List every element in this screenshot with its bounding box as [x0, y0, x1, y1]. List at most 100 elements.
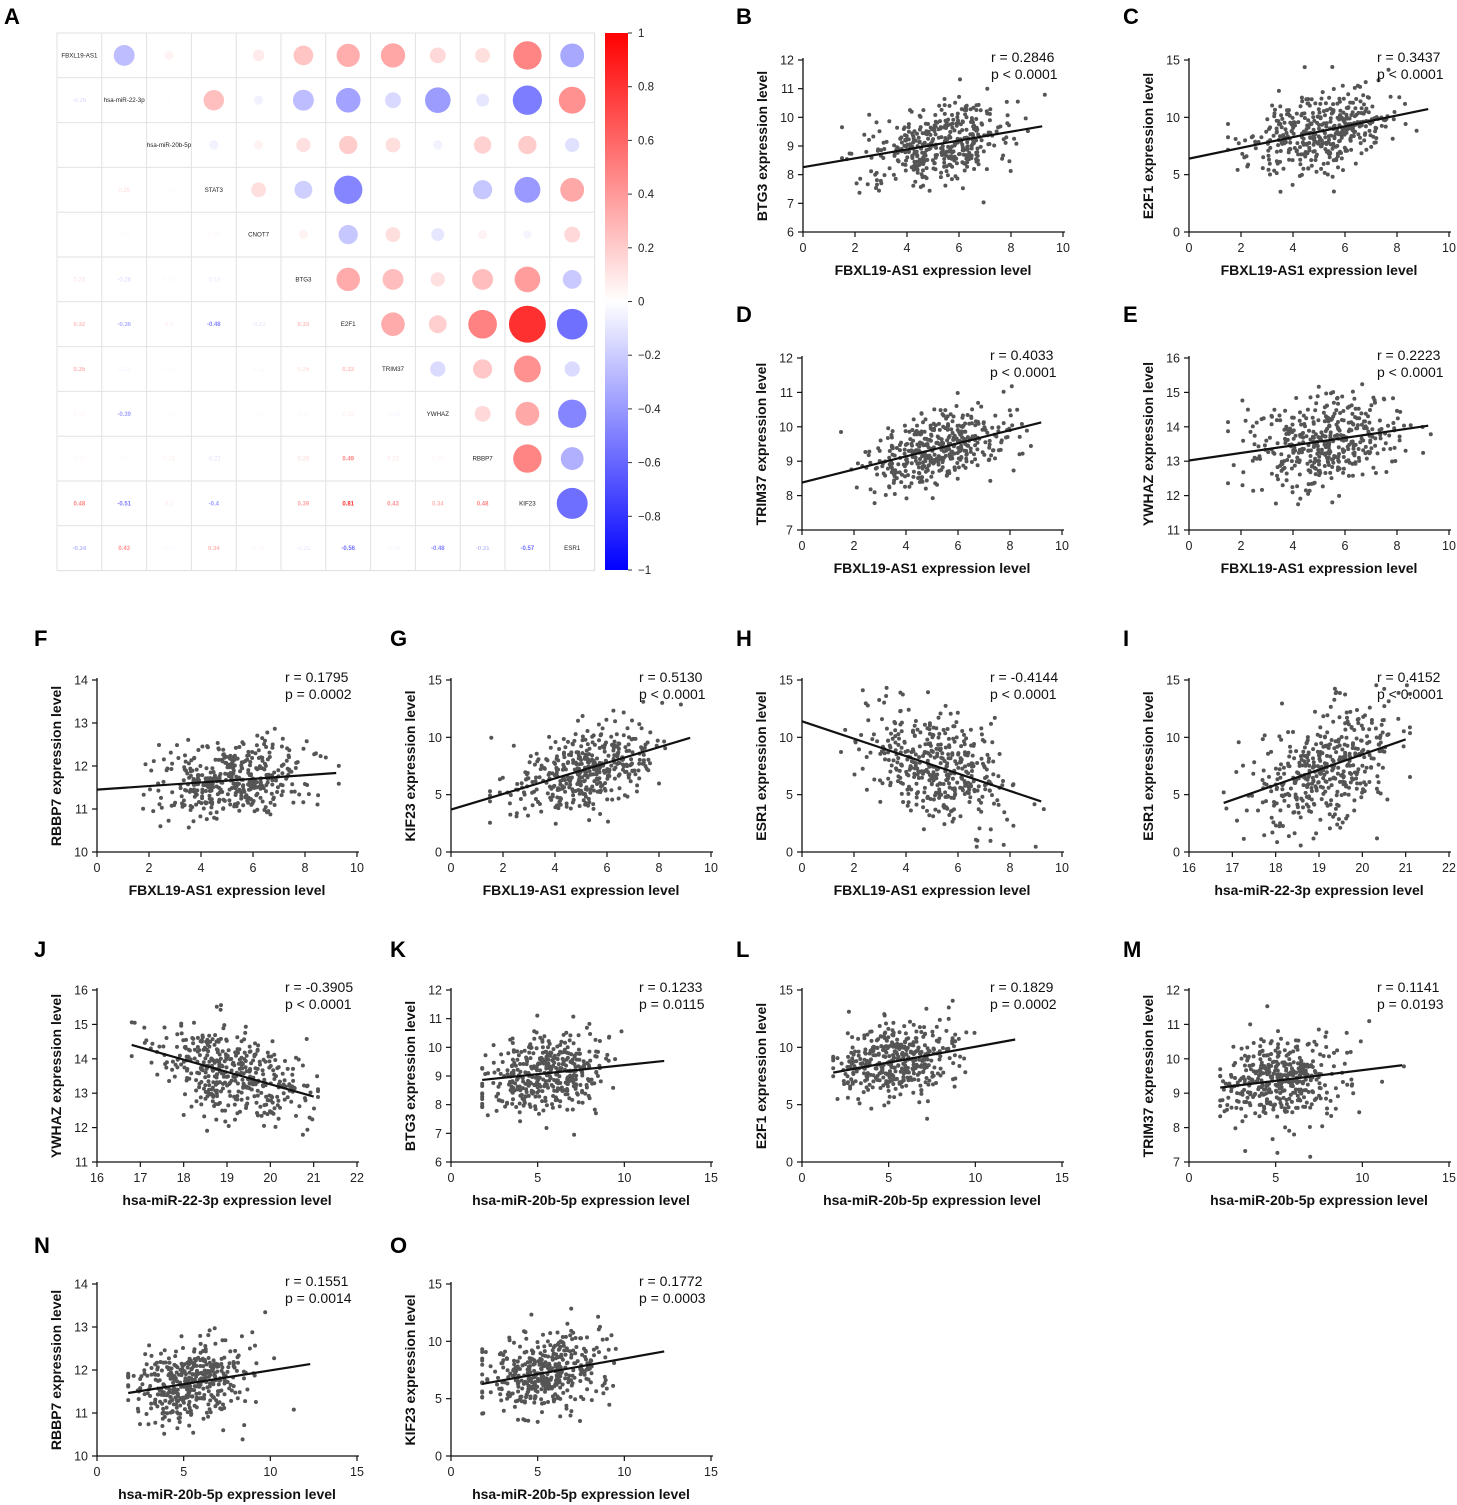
x-axis-title: hsa-miR-22-3p expression level: [122, 1192, 331, 1208]
scatter-point: [937, 791, 941, 796]
scatter-point: [275, 1066, 280, 1071]
scatter-point: [217, 1080, 222, 1085]
scatter-point: [860, 766, 865, 771]
scatter-point: [254, 743, 259, 748]
scatter-point: [594, 772, 599, 777]
scatter-point: [937, 468, 942, 473]
scatter-point: [1266, 153, 1271, 158]
scatter-point: [272, 803, 277, 807]
corr-circle: [518, 135, 537, 155]
scatter-point: [874, 1066, 879, 1071]
scatter-point: [141, 806, 146, 811]
scatter-point: [1372, 140, 1377, 145]
scatter-point: [210, 1099, 215, 1104]
scatter-point: [1275, 465, 1280, 470]
scatter-point: [1259, 135, 1264, 140]
scatter-point: [1286, 108, 1291, 113]
scatter-point: [194, 1078, 199, 1083]
scatter-point: [611, 708, 616, 713]
y-tick-label: 6: [435, 1156, 442, 1170]
scatter-point: [264, 783, 269, 788]
scatter-point: [585, 760, 590, 765]
scatter-point: [1350, 461, 1355, 466]
scatter-point: [974, 117, 979, 121]
scatter-point: [1306, 758, 1311, 763]
scatter-point: [500, 1060, 505, 1064]
scatter-point: [598, 812, 603, 816]
scatter-point: [1353, 406, 1358, 411]
y-axis-title: ESR1 expression level: [1140, 691, 1156, 840]
scatter-point: [1278, 149, 1283, 153]
scatter-point: [937, 731, 942, 736]
scatter-point: [515, 1086, 520, 1091]
x-axis-title: hsa-miR-20b-5p expression level: [472, 1192, 690, 1208]
scatter-point: [958, 814, 963, 819]
scatter-point: [939, 755, 944, 760]
scatter-point: [949, 177, 954, 182]
scatter-point: [496, 1067, 501, 1072]
scatter-point: [935, 1071, 940, 1076]
y-axis-title: BTG3 expression level: [754, 71, 770, 221]
scatter-point: [1288, 120, 1293, 125]
scatter-point: [881, 140, 886, 145]
scatter-point: [1328, 470, 1333, 475]
scatter-point: [1270, 830, 1275, 835]
corr-circle: [472, 359, 493, 379]
y-tick-label: 16: [74, 984, 88, 998]
scatter-point: [972, 452, 976, 457]
corr-value-label: 0.34: [432, 501, 444, 507]
scatter-point: [933, 807, 938, 812]
scatter-point: [919, 1088, 924, 1093]
scatter-point: [928, 423, 933, 428]
corr-value-label: 0: [212, 412, 216, 418]
scatter-point: [1244, 808, 1249, 813]
scatter-point: [1382, 686, 1387, 691]
scatter-point: [864, 1074, 869, 1079]
scatter-point: [950, 419, 955, 424]
scatter-point: [522, 806, 527, 811]
scatter-point: [547, 1078, 552, 1083]
scatter-point: [287, 748, 292, 753]
scatter-point: [1290, 158, 1295, 163]
y-axis-title: KIF23 expression level: [402, 691, 418, 842]
scatter-point: [1299, 113, 1304, 118]
scatter-point: [1292, 120, 1297, 125]
y-tick-label: 9: [787, 140, 794, 154]
scatter-point: [254, 793, 259, 798]
scatter-point: [1330, 768, 1335, 773]
scatter-point: [235, 1081, 240, 1086]
scatter-point: [1308, 459, 1313, 464]
scatter-point: [1278, 134, 1282, 139]
scatter-point: [1375, 836, 1379, 841]
scatter-point: [480, 1066, 485, 1071]
scatter-point: [930, 427, 935, 432]
colorbar-tick-label: −1: [638, 565, 651, 577]
scatter-point: [1305, 735, 1310, 740]
scatter-point: [316, 793, 321, 798]
scatter-point: [1343, 727, 1348, 732]
scatter-point: [1001, 421, 1006, 426]
scatter-point: [1344, 735, 1349, 740]
scatter-point: [1274, 159, 1279, 164]
scatter-point: [562, 1047, 567, 1052]
scatter-point: [1361, 714, 1366, 719]
scatter-point: [1279, 737, 1284, 742]
scatter-point: [542, 1034, 547, 1039]
scatter-point: [206, 1090, 211, 1095]
scatter-point: [1294, 396, 1299, 400]
scatter-point: [553, 821, 558, 826]
scatter-point: [1007, 408, 1012, 413]
regression-line: [96, 771, 337, 791]
scatter-point: [949, 809, 953, 814]
scatter-point: [182, 1065, 187, 1070]
scatter-point: [906, 707, 911, 712]
scatter-point: [300, 1063, 305, 1068]
scatter-point: [1352, 798, 1357, 803]
scatter-point: [629, 737, 634, 742]
scatter-point: [534, 1065, 539, 1070]
scatter-point: [1281, 765, 1286, 770]
corr-diag-label: FBXL19-AS1: [61, 52, 98, 59]
scatter-point: [533, 1104, 538, 1109]
scatter-point: [232, 1094, 237, 1099]
scatter-point: [157, 1044, 162, 1049]
